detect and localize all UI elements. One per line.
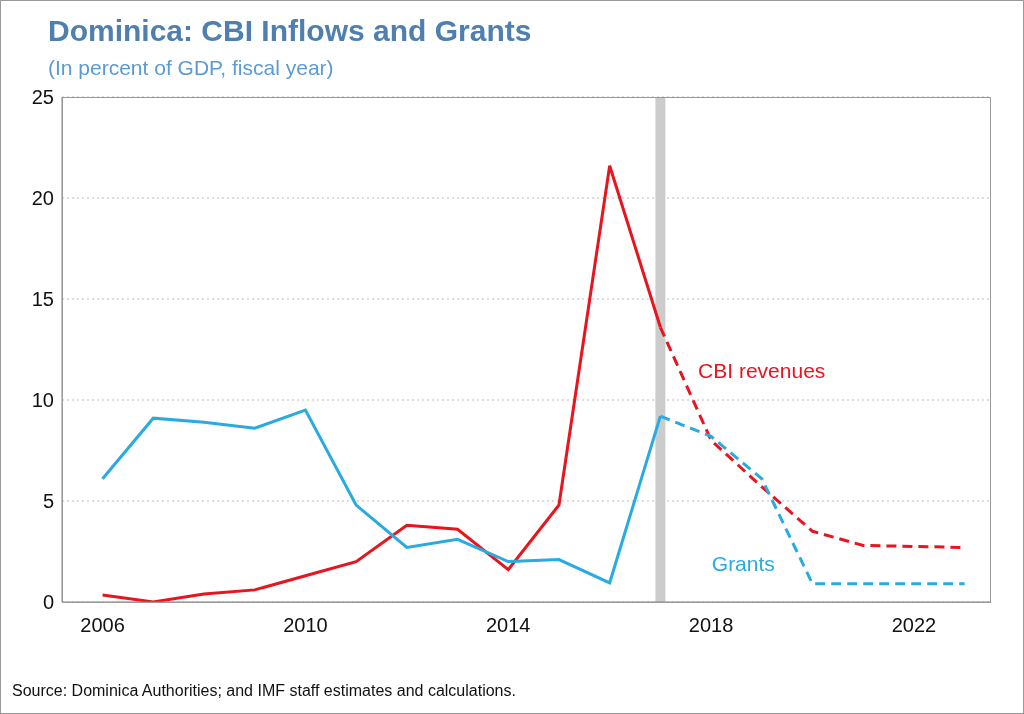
svg-text:2006: 2006 bbox=[80, 614, 125, 636]
svg-text:10: 10 bbox=[32, 389, 54, 411]
html-text:(In percent of GDP, fiscal yea: (In percent of GDP, fiscal year) bbox=[48, 56, 334, 79]
svg-text:15: 15 bbox=[32, 288, 54, 310]
svg-text:CBI revenues: CBI revenues bbox=[698, 359, 825, 382]
svg-text:2014: 2014 bbox=[486, 614, 531, 636]
svg-text:20: 20 bbox=[32, 187, 54, 209]
html-text:Source: Dominica Authorities;: Source: Dominica Authorities; and IMF st… bbox=[12, 682, 516, 699]
svg-text:25: 25 bbox=[32, 86, 54, 108]
svg-text:2018: 2018 bbox=[689, 614, 734, 636]
svg-text:Grants: Grants bbox=[712, 552, 775, 575]
svg-text:5: 5 bbox=[43, 490, 54, 512]
svg-text:0: 0 bbox=[43, 591, 54, 613]
html-text:Dominica: CBI Inflows and Gran: Dominica: CBI Inflows and Grants bbox=[48, 14, 532, 47]
svg-text:2010: 2010 bbox=[283, 614, 328, 636]
svg-text:2022: 2022 bbox=[892, 614, 937, 636]
